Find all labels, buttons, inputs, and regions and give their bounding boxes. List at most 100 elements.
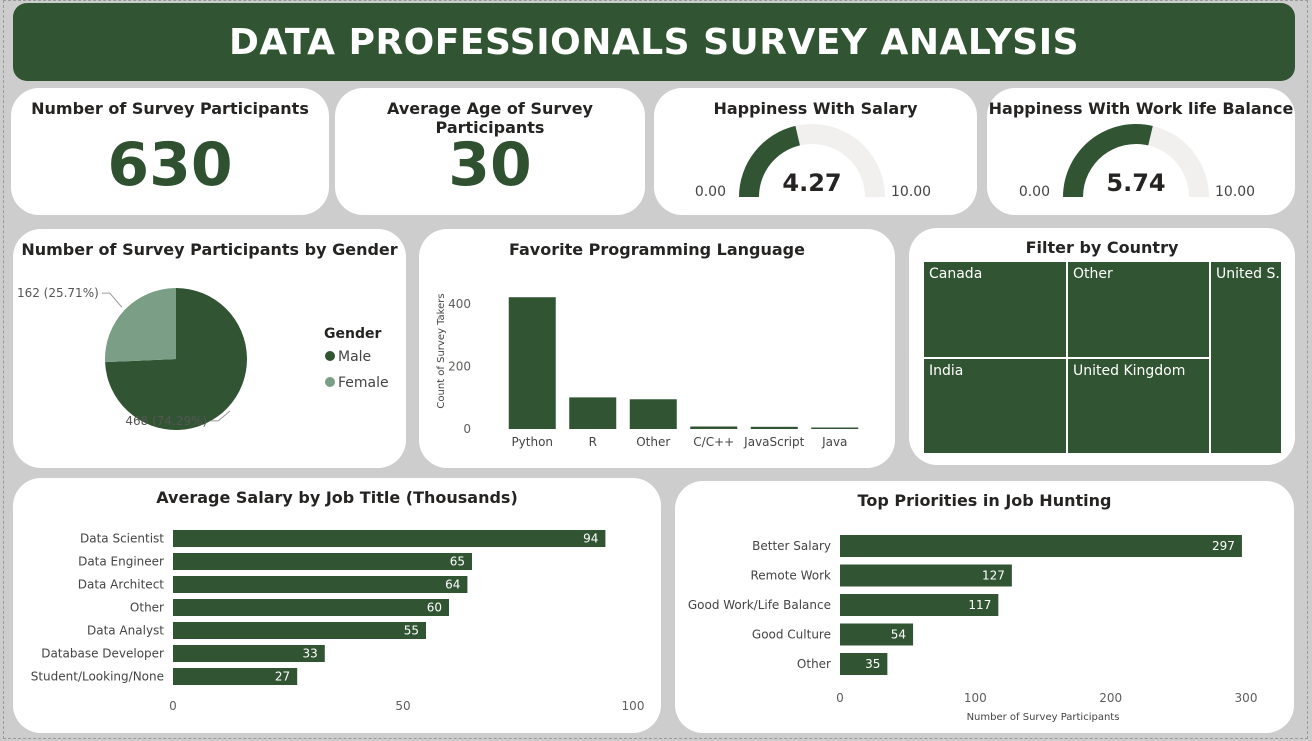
salary-bar-chart[interactable]: Data Scientist 94 Data Engineer 65 Data Arch…: [13, 478, 661, 733]
bar: [811, 427, 859, 429]
treemap-label-canada: Canada: [929, 266, 983, 282]
data-label: 127: [982, 569, 1005, 583]
x-tick-label: 50: [395, 699, 410, 713]
x-axis-label: Number of Survey Participants: [967, 712, 1120, 723]
gauge-max-label: 10.00: [1215, 184, 1255, 200]
x-tick-label: 0: [836, 691, 844, 705]
kpi-participants-label: Number of Survey Participants: [31, 99, 309, 118]
gender-pie-card[interactable]: Number of Survey Participants by Gender …: [13, 229, 406, 468]
x-tick-label: 100: [622, 699, 645, 713]
bar: [508, 297, 556, 429]
x-tick-label: 100: [964, 691, 987, 705]
x-tick-label: Java: [821, 435, 847, 449]
bar: [840, 564, 1012, 587]
country-filter-title: Filter by Country: [1025, 238, 1179, 257]
bar: [840, 653, 888, 675]
gauge-salary-card[interactable]: Happiness With Salary 4.27 0.00 10.00: [654, 88, 977, 215]
gauge-salary-chart: 4.27 0.00 10.00: [695, 124, 931, 200]
gauge-fill: [739, 125, 800, 197]
data-label: 94: [583, 532, 598, 546]
bar: [173, 645, 325, 662]
x-tick-label: 200: [1099, 691, 1122, 705]
x-tick-label: Python: [511, 435, 553, 449]
treemap-cell-india[interactable]: India: [924, 359, 1066, 453]
bar: [750, 426, 798, 429]
data-label: 65: [450, 555, 465, 569]
pie-slice-female: [105, 288, 176, 363]
category-label: Good Culture: [752, 628, 831, 642]
category-label: Data Scientist: [80, 532, 164, 546]
pie-legend-marker: [325, 377, 335, 387]
kpi-participants-value: 630: [107, 130, 233, 200]
gauge-max-label: 10.00: [891, 184, 931, 200]
language-bar-card[interactable]: Favorite Programming Language 0 200 400 Cou…: [419, 229, 895, 468]
salary-bar-title: Average Salary by Job Title (Thousands): [156, 488, 518, 507]
data-label: 27: [275, 670, 290, 684]
data-label: 117: [968, 598, 991, 612]
kpi-average-age-card[interactable]: Average Age of Survey Participants 30: [335, 88, 645, 215]
treemap-label-other: Other: [1073, 266, 1113, 282]
bar: [173, 553, 472, 570]
y-tick-label: 0: [463, 422, 471, 436]
x-tick-label: JavaScript: [743, 435, 804, 449]
treemap-cell-united-kingdom[interactable]: United Kingdom: [1068, 359, 1209, 453]
y-tick-label: 400: [448, 297, 471, 311]
bar: [840, 623, 914, 646]
x-tick-label: Other: [636, 435, 670, 449]
category-label: Other: [797, 657, 831, 671]
report-canvas-border: [3, 0, 1308, 739]
language-bar-title: Favorite Programming Language: [509, 240, 805, 259]
pie-legend-item: Female: [338, 375, 389, 391]
salary-bar-card[interactable]: Average Salary by Job Title (Thousands) …: [13, 478, 661, 733]
gauge-value: 5.74: [1106, 169, 1165, 197]
treemap-label-united-kingdom: United Kingdom: [1073, 363, 1186, 379]
x-tick-label: 300: [1235, 691, 1258, 705]
category-label: Data Engineer: [78, 555, 164, 569]
report-header: DATA PROFESSIONALS SURVEY ANALYSIS: [13, 3, 1295, 81]
y-axis-label: Count of Survey Takers: [436, 293, 447, 408]
pie-data-label: 468 (74.29%): [125, 414, 207, 428]
pie-legend-title: Gender: [324, 326, 381, 342]
bar: [840, 594, 999, 616]
category-label: Better Salary: [752, 539, 831, 553]
data-label: 60: [427, 601, 442, 615]
x-tick-label: R: [589, 435, 597, 449]
bar: [173, 576, 468, 593]
category-label: Data Analyst: [87, 624, 164, 638]
gauge-salary-title: Happiness With Salary: [713, 99, 918, 118]
kpi-average-age-value: 30: [448, 130, 532, 200]
bar: [173, 668, 298, 685]
pie-legend-item: Male: [338, 349, 371, 365]
gauge-fill: [1063, 124, 1153, 197]
country-filter-card[interactable]: Filter by Country Canada Other United S.…: [909, 228, 1295, 465]
pie-data-label: 162 (25.71%): [17, 286, 99, 300]
priorities-bar-card[interactable]: Top Priorities in Job Hunting Better Sal…: [675, 481, 1294, 733]
y-tick-label: 200: [448, 359, 471, 373]
pie-leader-line: [210, 410, 231, 422]
priorities-bar-title: Top Priorities in Job Hunting: [857, 491, 1112, 510]
kpi-participants-card[interactable]: Number of Survey Participants 630: [11, 88, 329, 215]
treemap-cell-united-states[interactable]: United S...: [1211, 262, 1281, 453]
priorities-bar-chart[interactable]: Better Salary 297 Remote Work 127 Good Work/…: [675, 481, 1294, 733]
treemap-cell-other[interactable]: Other: [1068, 262, 1209, 357]
treemap-label-united-states: United S...: [1216, 266, 1281, 282]
gauge-worklife-title: Happiness With Work life Balance: [988, 99, 1294, 118]
gauge-min-label: 0.00: [1019, 184, 1050, 200]
data-label: 55: [404, 624, 419, 638]
bar: [629, 399, 677, 429]
gender-pie-chart[interactable]: 468 (74.29%) 162 (25.71%) Gender Male Female: [13, 229, 406, 468]
bar: [173, 622, 426, 639]
category-label: Good Work/Life Balance: [688, 598, 831, 612]
category-label: Data Architect: [78, 578, 165, 592]
category-label: Other: [130, 601, 164, 615]
gauge-worklife-chart: 5.74 0.00 10.00: [1019, 124, 1255, 200]
data-label: 297: [1212, 539, 1235, 553]
bar: [173, 599, 449, 616]
gauge-worklife-card[interactable]: Happiness With Work life Balance 5.74 0.0…: [987, 88, 1295, 215]
data-label: 54: [891, 628, 906, 642]
x-tick-label: C/C++: [693, 435, 734, 449]
treemap-cell-canada[interactable]: Canada: [924, 262, 1066, 357]
category-label: Student/Looking/None: [31, 670, 164, 684]
category-label: Database Developer: [41, 647, 164, 661]
